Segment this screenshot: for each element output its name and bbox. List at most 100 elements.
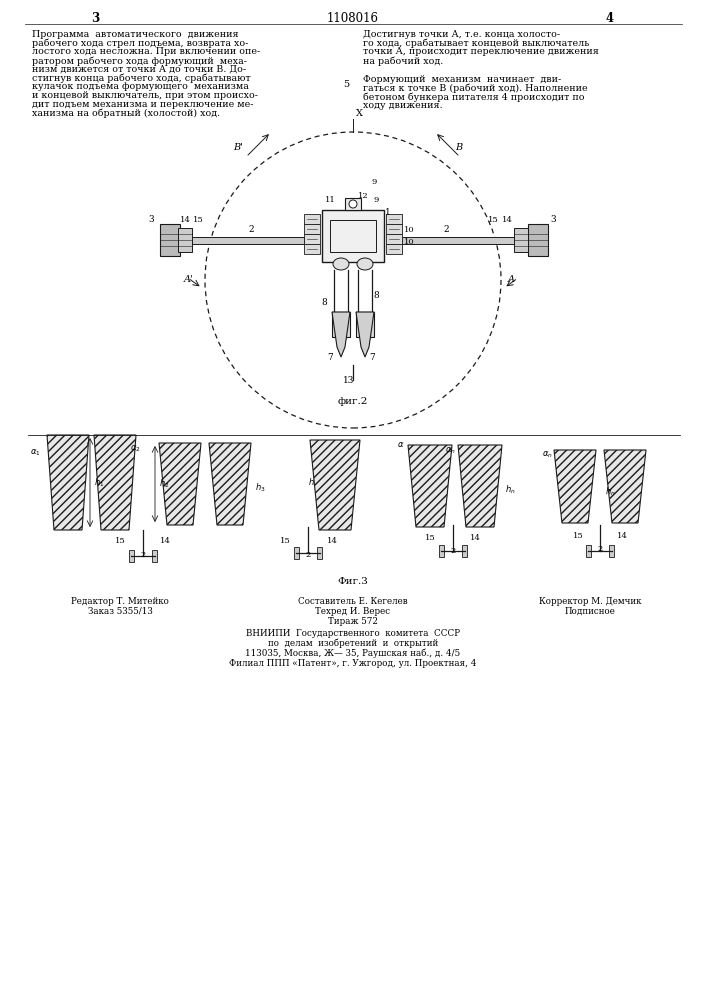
Bar (129, 550, 134, 562)
Bar (586, 545, 591, 557)
Text: 9: 9 (373, 196, 378, 204)
Text: X: X (356, 109, 363, 118)
Text: 5: 5 (343, 80, 349, 89)
Text: кулачок подъема формующего  механизма: кулачок подъема формующего механизма (32, 82, 249, 91)
Text: Подписное: Подписное (565, 607, 615, 616)
Text: 11: 11 (325, 196, 336, 204)
Bar (386, 244, 402, 254)
Polygon shape (458, 445, 502, 527)
Text: 3: 3 (148, 215, 153, 224)
Polygon shape (356, 312, 374, 357)
Circle shape (349, 200, 357, 208)
Text: 10: 10 (404, 238, 414, 246)
Text: 14: 14 (617, 532, 627, 540)
Text: 14: 14 (160, 537, 170, 545)
Text: на рабочий ход.: на рабочий ход. (363, 56, 443, 66)
Polygon shape (332, 312, 350, 357)
Text: B: B (455, 143, 462, 152)
Bar (294, 547, 299, 559)
Bar (439, 545, 444, 557)
Text: 15: 15 (280, 537, 291, 545)
Text: Программа  автоматического  движения: Программа автоматического движения (32, 30, 239, 39)
Text: 1: 1 (385, 208, 391, 217)
Text: 4: 4 (606, 12, 614, 25)
Text: Тираж 572: Тираж 572 (328, 617, 378, 626)
Text: B': B' (233, 143, 243, 152)
Text: Заказ 5355/13: Заказ 5355/13 (88, 607, 153, 616)
Text: 8: 8 (373, 291, 379, 300)
Text: по  делам  изобретений  и  открытий: по делам изобретений и открытий (268, 639, 438, 648)
Text: $h_3$: $h_3$ (255, 481, 266, 493)
Text: 3: 3 (91, 12, 99, 25)
Text: 2: 2 (248, 225, 254, 234)
Bar (304, 214, 320, 224)
Text: 13: 13 (343, 376, 354, 385)
Polygon shape (554, 450, 596, 523)
Bar (386, 224, 402, 234)
Text: 2: 2 (450, 547, 455, 555)
Text: гаться к точке В (рабочий ход). Наполнение: гаться к точке В (рабочий ход). Наполнен… (363, 84, 588, 93)
Text: низм движется от точки А до точки В. До-: низм движется от точки А до точки В. До- (32, 65, 246, 74)
Bar (152, 550, 157, 562)
Text: $\alpha$: $\alpha$ (397, 440, 404, 449)
Text: рабочего хода стрел подъема, возврата хо-: рабочего хода стрел подъема, возврата хо… (32, 39, 248, 48)
Bar (514, 228, 528, 252)
Bar (386, 214, 402, 224)
Text: Составитель Е. Кегелев: Составитель Е. Кегелев (298, 597, 408, 606)
Text: лостого хода несложна. При включении опе-: лостого хода несложна. При включении опе… (32, 47, 260, 56)
Bar (386, 234, 402, 244)
Text: 15: 15 (488, 216, 498, 224)
Bar (160, 224, 180, 256)
Text: 15: 15 (193, 216, 204, 224)
Text: A: A (508, 275, 515, 284)
Bar (345, 198, 361, 210)
Bar (332, 312, 350, 337)
Text: го хода, срабатывает концевой выключатель: го хода, срабатывает концевой выключател… (363, 39, 590, 48)
Text: ханизма на обратный (холостой) ход.: ханизма на обратный (холостой) ход. (32, 108, 220, 118)
Text: 2: 2 (597, 545, 602, 553)
Polygon shape (159, 443, 201, 525)
Text: Фиг.3: Фиг.3 (337, 577, 368, 586)
Bar (304, 234, 320, 244)
Bar (178, 228, 192, 252)
Text: 8: 8 (321, 298, 327, 307)
Text: 2: 2 (443, 225, 449, 234)
Text: Техред И. Верес: Техред И. Верес (315, 607, 390, 616)
Bar (330, 220, 376, 252)
Polygon shape (408, 445, 452, 527)
Bar (462, 545, 467, 557)
Text: фиг.2: фиг.2 (338, 397, 368, 406)
Text: $\alpha_n$: $\alpha_n$ (445, 446, 456, 456)
Text: 14: 14 (469, 534, 481, 542)
Text: точки А, происходит переключение движения: точки А, происходит переключение движени… (363, 47, 599, 56)
Text: 7: 7 (369, 353, 375, 362)
Text: ВНИИПИ  Государственного  комитета  СССР: ВНИИПИ Государственного комитета СССР (246, 629, 460, 638)
Text: $\alpha_2$: $\alpha_2$ (130, 443, 141, 454)
Polygon shape (209, 443, 251, 525)
Polygon shape (94, 435, 136, 530)
Text: дит подъем механизма и переключение ме-: дит подъем механизма и переключение ме- (32, 100, 254, 109)
Bar (609, 545, 614, 557)
Text: 15: 15 (425, 534, 436, 542)
Bar (317, 547, 322, 559)
Text: Корректор М. Демчик: Корректор М. Демчик (539, 597, 641, 606)
Polygon shape (604, 450, 646, 523)
Polygon shape (47, 435, 89, 530)
Polygon shape (310, 440, 360, 530)
Text: 15: 15 (115, 537, 125, 545)
Bar (304, 224, 320, 234)
Text: 10: 10 (404, 226, 414, 234)
Text: 12: 12 (358, 192, 368, 200)
Text: 9: 9 (371, 178, 376, 186)
Ellipse shape (333, 258, 349, 270)
Bar (304, 244, 320, 254)
Text: 3: 3 (550, 215, 556, 224)
Text: стигнув конца рабочего хода, срабатывают: стигнув конца рабочего хода, срабатывают (32, 74, 250, 83)
Text: бетоном бункера питателя 4 происходит по: бетоном бункера питателя 4 происходит по (363, 93, 585, 102)
Text: $h_n$: $h_n$ (605, 486, 616, 498)
Text: 14: 14 (502, 216, 513, 224)
Text: $h$: $h$ (308, 476, 315, 487)
Text: 7: 7 (327, 353, 333, 362)
Text: 1108016: 1108016 (327, 12, 379, 25)
Text: 113035, Москва, Ж— 35, Раушская наб., д. 4/5: 113035, Москва, Ж— 35, Раушская наб., д.… (245, 649, 460, 658)
